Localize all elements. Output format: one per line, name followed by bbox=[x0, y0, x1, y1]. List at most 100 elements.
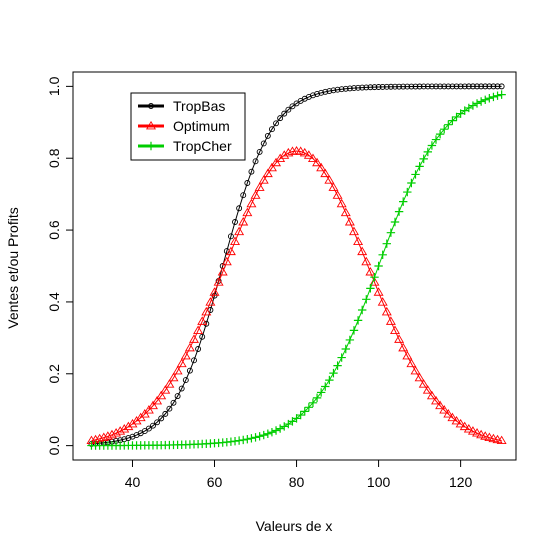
data-point bbox=[205, 297, 216, 306]
data-point bbox=[340, 207, 351, 217]
data-point bbox=[474, 83, 480, 90]
data-point bbox=[145, 425, 152, 432]
data-point bbox=[273, 120, 279, 127]
data-point bbox=[349, 326, 359, 335]
data-point bbox=[115, 426, 126, 435]
data-point bbox=[106, 429, 117, 439]
data-point bbox=[414, 372, 425, 382]
legend-item-optimum: Optimum bbox=[138, 118, 230, 134]
data-point bbox=[382, 239, 391, 248]
data-point bbox=[255, 432, 264, 441]
data-point bbox=[498, 83, 505, 90]
data-point bbox=[420, 83, 427, 90]
data-point bbox=[217, 266, 228, 276]
data-point bbox=[378, 250, 387, 259]
data-point bbox=[227, 233, 234, 240]
data-point bbox=[289, 103, 296, 110]
data-point bbox=[189, 334, 199, 343]
data-point bbox=[247, 434, 256, 443]
data-point bbox=[154, 419, 161, 426]
data-point bbox=[341, 344, 350, 354]
y-tick-label: 0.2 bbox=[46, 364, 62, 384]
data-point bbox=[266, 162, 277, 172]
data-point bbox=[243, 434, 252, 444]
data-point bbox=[476, 97, 486, 106]
data-point bbox=[168, 372, 179, 382]
data-point bbox=[328, 182, 339, 191]
data-point bbox=[283, 147, 294, 157]
data-point bbox=[119, 424, 130, 433]
data-point bbox=[277, 115, 284, 122]
data-point bbox=[385, 316, 396, 325]
data-point bbox=[162, 410, 169, 417]
data-point bbox=[478, 83, 485, 90]
data-point bbox=[342, 85, 349, 92]
data-point bbox=[201, 306, 212, 316]
x-tick-label: 80 bbox=[289, 474, 305, 490]
data-point bbox=[195, 346, 202, 352]
data-point bbox=[381, 306, 392, 316]
legend-label: Optimum bbox=[173, 118, 230, 134]
data-point bbox=[451, 415, 462, 425]
data-point bbox=[398, 342, 409, 352]
data-point bbox=[486, 83, 493, 90]
data-point bbox=[193, 325, 204, 334]
data-point bbox=[296, 410, 305, 420]
data-point bbox=[260, 140, 267, 147]
data-point bbox=[461, 83, 468, 90]
data-point bbox=[197, 316, 208, 325]
data-point bbox=[496, 435, 507, 445]
data-point bbox=[431, 135, 441, 144]
legend-item-tropbas: TropBas bbox=[138, 98, 225, 114]
data-point bbox=[299, 147, 310, 157]
data-point bbox=[239, 435, 248, 445]
data-point bbox=[361, 256, 372, 266]
data-point bbox=[320, 168, 331, 178]
data-point bbox=[236, 205, 243, 212]
data-point bbox=[465, 83, 472, 90]
data-point bbox=[383, 83, 390, 90]
data-point bbox=[392, 83, 398, 90]
data-point bbox=[489, 92, 498, 102]
data-point bbox=[453, 83, 460, 90]
series-tropbas bbox=[88, 83, 505, 447]
data-point bbox=[240, 192, 247, 199]
data-point bbox=[455, 418, 466, 428]
data-point bbox=[411, 170, 420, 179]
data-point bbox=[285, 106, 292, 113]
data-point bbox=[404, 83, 411, 90]
data-point bbox=[213, 277, 224, 286]
data-point bbox=[184, 342, 195, 352]
legend-label: TropBas bbox=[173, 98, 225, 114]
legend-marker bbox=[148, 103, 154, 109]
data-point bbox=[422, 385, 433, 394]
data-point bbox=[435, 400, 446, 410]
data-point bbox=[338, 86, 345, 93]
data-point bbox=[353, 236, 364, 245]
data-point bbox=[102, 431, 113, 440]
y-tick-label: 0.4 bbox=[46, 292, 62, 312]
data-point bbox=[242, 207, 253, 217]
data-point bbox=[329, 368, 338, 378]
data-point bbox=[156, 390, 167, 400]
x-tick-label: 40 bbox=[125, 474, 141, 490]
data-point bbox=[485, 94, 494, 103]
data-point bbox=[490, 83, 497, 90]
legend-marker bbox=[146, 141, 156, 151]
data-point bbox=[355, 84, 362, 91]
data-point bbox=[250, 190, 261, 199]
data-point bbox=[444, 120, 453, 129]
data-point bbox=[437, 83, 444, 90]
data-point bbox=[170, 399, 177, 406]
data-point bbox=[314, 91, 321, 97]
data-point bbox=[322, 88, 329, 95]
data-point bbox=[141, 428, 148, 435]
data-point bbox=[497, 90, 506, 99]
data-point bbox=[416, 83, 423, 90]
data-point bbox=[406, 358, 417, 368]
data-point bbox=[390, 325, 400, 334]
data-point bbox=[334, 86, 341, 93]
data-point bbox=[363, 84, 370, 91]
data-point bbox=[344, 216, 355, 226]
data-point bbox=[123, 421, 134, 431]
